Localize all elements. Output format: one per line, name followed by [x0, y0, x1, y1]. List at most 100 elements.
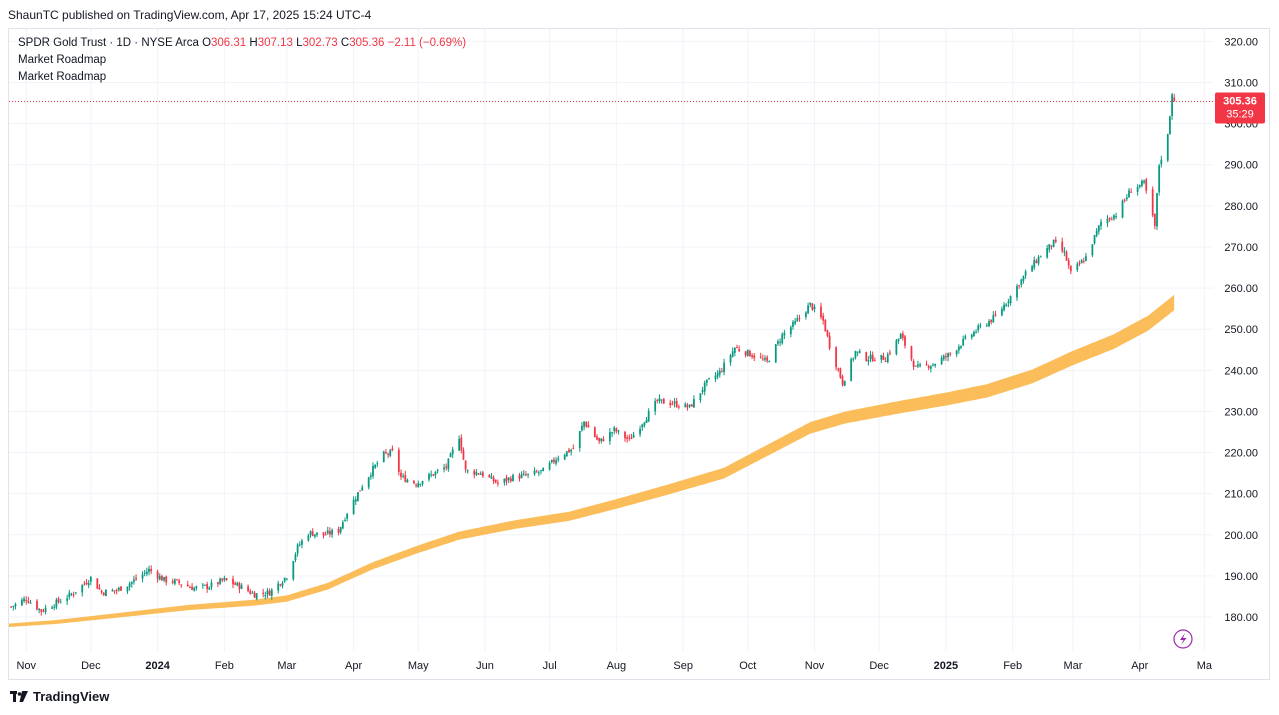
candle-body — [1076, 263, 1079, 270]
candle-body — [1082, 261, 1085, 263]
candle-body — [858, 351, 861, 353]
candle-body — [843, 380, 846, 386]
candle-body — [85, 582, 88, 585]
candle-body — [914, 365, 917, 367]
candle-body — [553, 459, 555, 463]
lightning-icon[interactable] — [1173, 629, 1193, 649]
candle-body — [613, 427, 616, 432]
candle-body — [98, 587, 101, 590]
candle-body — [723, 362, 725, 373]
candle-body — [367, 477, 370, 488]
candle-body — [744, 351, 747, 356]
candle-body — [658, 398, 661, 402]
candle-body — [150, 568, 153, 572]
candle-body — [135, 577, 137, 580]
candle-body — [828, 335, 831, 349]
candle-body — [38, 608, 41, 611]
candle-body — [475, 472, 478, 475]
candle-body — [266, 590, 269, 595]
tradingview-logo-icon — [10, 690, 28, 703]
x-tick-label: Ma — [1197, 660, 1213, 672]
candle-body — [940, 357, 943, 364]
candle-body — [929, 366, 932, 369]
candle-body — [23, 598, 25, 601]
candle-body — [329, 530, 331, 535]
candle-body — [316, 532, 318, 535]
indicator-row-2[interactable]: Market Roadmap — [18, 71, 107, 83]
candle-body — [96, 578, 99, 589]
y-tick-label: 200.00 — [1224, 530, 1258, 542]
indicator-row-1[interactable]: Market Roadmap — [18, 54, 107, 66]
candle-body — [1100, 221, 1102, 226]
candle-body — [1108, 217, 1111, 220]
candle-body — [1171, 94, 1173, 117]
candle-body — [813, 306, 816, 310]
candle-body — [792, 321, 794, 327]
candle-body — [10, 606, 13, 608]
candle-body — [225, 578, 228, 581]
candle-body — [820, 306, 822, 318]
candle-body — [708, 378, 710, 380]
x-tick-label: Sep — [673, 660, 693, 672]
candle-body — [264, 595, 267, 597]
x-tick-label: Mar — [1064, 660, 1083, 672]
candle-body — [344, 520, 346, 522]
candle-body — [12, 605, 15, 607]
candle-body — [173, 579, 176, 584]
candle-body — [886, 354, 889, 363]
candle-body — [458, 438, 461, 451]
candle-body — [688, 404, 691, 407]
candle-body — [570, 449, 573, 452]
candle-body — [1016, 286, 1018, 298]
candle-body — [204, 584, 206, 586]
candle-body — [693, 399, 695, 408]
candle-body — [527, 473, 529, 475]
candle-body — [445, 466, 448, 468]
candle-body — [40, 609, 43, 612]
candle-body — [798, 317, 801, 319]
candle-body — [1048, 244, 1051, 250]
candle-body — [361, 487, 364, 491]
candle-body — [492, 477, 495, 482]
candle-body — [277, 583, 280, 591]
candle-body — [25, 600, 28, 602]
candle-body — [337, 529, 340, 533]
candle-body — [992, 315, 995, 323]
candle-body — [206, 584, 209, 589]
tradingview-footer[interactable]: TradingView — [10, 689, 109, 704]
candle-body — [311, 531, 314, 536]
candle-body — [180, 584, 183, 586]
y-axis: 180.00 190.00 200.00 210.00 220.00 230.00 240.… — [1224, 36, 1258, 624]
candle-body — [428, 474, 430, 480]
candle-body — [193, 588, 196, 591]
candle-body — [934, 363, 937, 366]
candle-body — [705, 379, 708, 383]
candle-body — [611, 432, 613, 434]
candle-body — [189, 587, 191, 589]
price-tag: 305.36 35:29 — [1215, 92, 1265, 124]
candle-body — [391, 448, 394, 451]
candle-body — [919, 364, 921, 367]
candle-body — [826, 330, 829, 337]
candle-body — [406, 480, 409, 483]
candle-body — [400, 472, 402, 477]
candle-body — [729, 355, 732, 363]
candle-body — [102, 592, 105, 595]
x-tick-label: Jul — [543, 660, 557, 672]
candle-body — [1173, 97, 1176, 102]
candle-body — [389, 450, 392, 456]
candle-body — [473, 470, 476, 475]
candle-body — [841, 376, 844, 385]
candle-body — [910, 346, 913, 360]
candle-body — [352, 499, 355, 515]
candle-body — [507, 477, 510, 480]
y-tick-label: 270.00 — [1224, 242, 1258, 254]
candle-body — [949, 353, 952, 355]
candle-body — [962, 338, 965, 346]
candle-body — [807, 305, 809, 314]
candle-body — [643, 422, 646, 426]
candle-body — [641, 424, 644, 428]
candle-body — [36, 600, 38, 610]
candle-body — [1141, 180, 1143, 186]
